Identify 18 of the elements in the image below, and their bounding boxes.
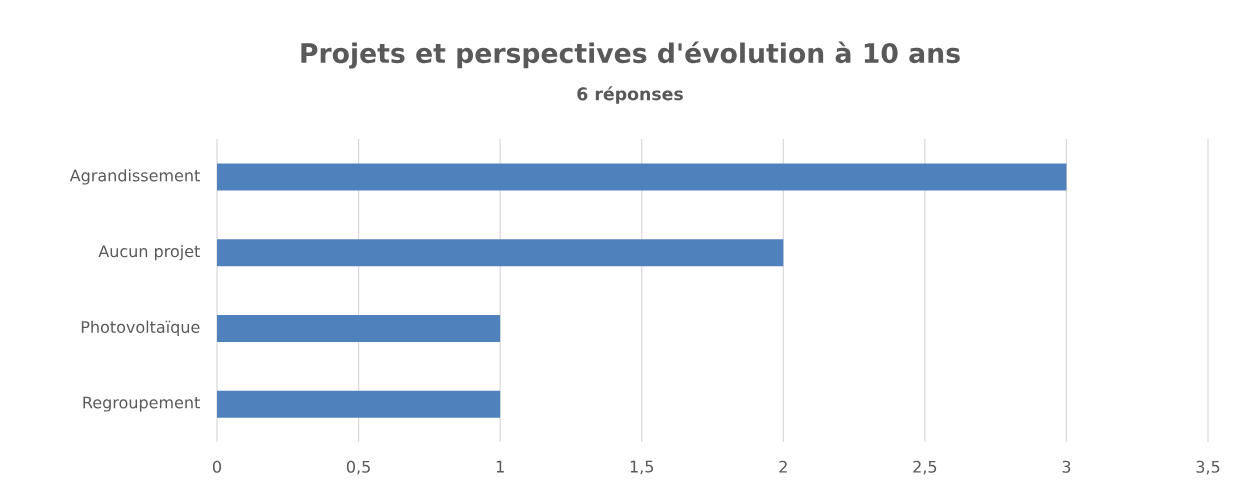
x-tick-label: 0 bbox=[212, 460, 222, 473]
x-tick-label: 1,5 bbox=[630, 460, 654, 475]
chart-title: Projets et perspectives d'évolution à 10 ans bbox=[301, 41, 960, 69]
bar bbox=[217, 390, 501, 418]
y-tick-label: Aucun projet bbox=[98, 244, 200, 261]
y-tick-label: Regroupement bbox=[83, 396, 200, 412]
x-tick-label: 2,5 bbox=[913, 460, 937, 475]
x-tick-label: 2 bbox=[779, 460, 787, 473]
x-tick-label: 1 bbox=[496, 460, 504, 473]
bar bbox=[217, 163, 1067, 191]
x-tick-label: 3 bbox=[1062, 460, 1071, 473]
bar bbox=[217, 239, 784, 267]
y-tick-label: Photovoltaïque bbox=[81, 320, 200, 337]
x-tick-label: 3,5 bbox=[1196, 460, 1220, 475]
chart-subtitle: 6 réponses bbox=[577, 86, 683, 104]
x-tick-label: 0,5 bbox=[346, 460, 370, 475]
y-tick-label: Agrandissement bbox=[69, 169, 200, 185]
bar bbox=[217, 314, 501, 342]
